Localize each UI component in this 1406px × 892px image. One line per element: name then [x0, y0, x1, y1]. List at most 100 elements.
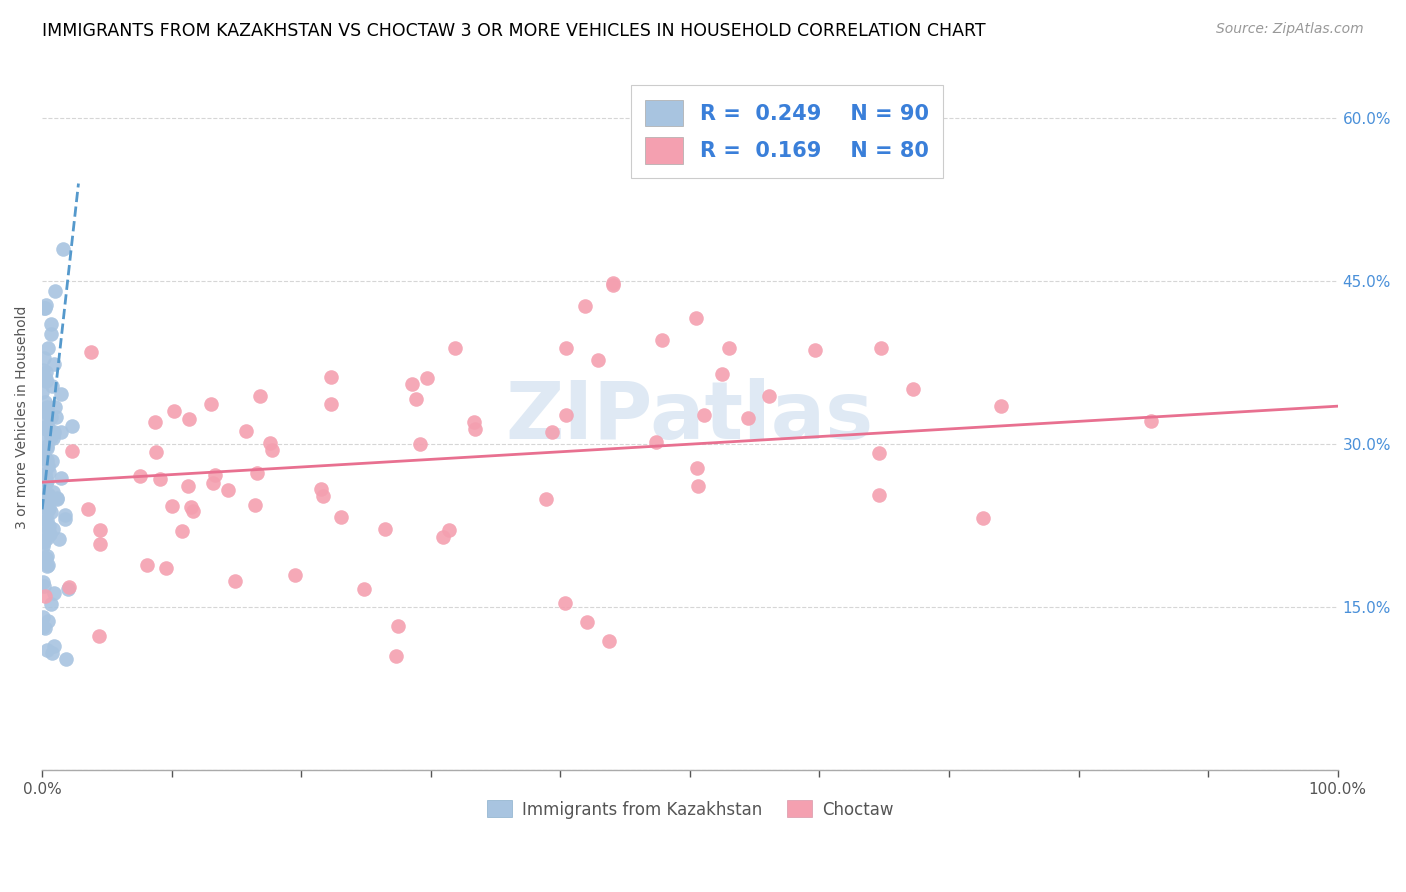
Point	[259, 435, 281, 450]
Point	[284, 567, 307, 582]
Point	[37, 558, 59, 572]
Point	[868, 488, 890, 502]
Point	[89, 524, 111, 538]
Point	[42, 640, 65, 654]
Point	[34, 511, 56, 525]
Point	[588, 353, 610, 368]
Point	[55, 508, 77, 522]
Point	[41, 646, 63, 660]
Point	[34, 467, 56, 482]
Point	[58, 580, 80, 594]
Point	[35, 519, 58, 533]
Point	[32, 535, 55, 549]
Point	[143, 415, 166, 429]
Point	[37, 400, 59, 414]
Point	[224, 574, 246, 589]
Point	[243, 498, 266, 512]
Point	[416, 371, 439, 385]
Point	[374, 522, 396, 536]
Point	[129, 469, 152, 483]
Point	[990, 399, 1012, 413]
Point	[37, 487, 59, 501]
Point	[177, 479, 200, 493]
Point	[55, 652, 77, 666]
Point	[235, 424, 257, 438]
Point	[35, 374, 58, 388]
Point	[41, 379, 63, 393]
Point	[260, 442, 283, 457]
Point	[31, 384, 53, 399]
Point	[972, 511, 994, 525]
Point	[35, 365, 58, 379]
Point	[31, 527, 53, 541]
Point	[49, 387, 72, 401]
Point	[45, 492, 67, 507]
Point	[155, 561, 177, 575]
Point	[35, 404, 58, 418]
Point	[37, 431, 59, 445]
Point	[869, 446, 891, 460]
Point	[217, 483, 239, 498]
Point	[602, 277, 624, 292]
Point	[37, 439, 59, 453]
Point	[32, 610, 55, 624]
Point	[870, 341, 893, 355]
Point	[42, 522, 65, 536]
Point	[32, 362, 55, 376]
Point	[45, 409, 67, 424]
Point	[145, 445, 167, 459]
Point	[409, 437, 432, 451]
Point	[35, 559, 58, 574]
Point	[718, 341, 741, 355]
Point	[76, 502, 98, 516]
Point	[39, 327, 62, 342]
Point	[432, 530, 454, 544]
Point	[575, 615, 598, 629]
Point	[37, 614, 59, 628]
Point	[170, 524, 193, 539]
Point	[312, 489, 335, 503]
Point	[31, 488, 53, 502]
Point	[464, 421, 486, 435]
Point	[200, 397, 222, 411]
Point	[737, 410, 759, 425]
Point	[32, 574, 55, 589]
Legend: Immigrants from Kazakhstan, Choctaw: Immigrants from Kazakhstan, Choctaw	[479, 794, 900, 825]
Point	[204, 467, 226, 482]
Point	[405, 392, 427, 407]
Point	[32, 579, 55, 593]
Point	[39, 505, 62, 519]
Point	[685, 310, 707, 325]
Point	[53, 512, 76, 526]
Point	[44, 400, 66, 414]
Point	[48, 532, 70, 546]
Text: IMMIGRANTS FROM KAZAKHSTAN VS CHOCTAW 3 OR MORE VEHICLES IN HOUSEHOLD CORRELATIO: IMMIGRANTS FROM KAZAKHSTAN VS CHOCTAW 3 …	[42, 22, 986, 40]
Point	[35, 372, 58, 386]
Point	[34, 450, 56, 465]
Point	[38, 519, 60, 533]
Point	[387, 619, 409, 633]
Text: ZIPatlas: ZIPatlas	[506, 378, 875, 456]
Point	[38, 500, 60, 515]
Point	[31, 403, 53, 417]
Point	[37, 459, 59, 474]
Point	[804, 343, 827, 358]
Point	[34, 394, 56, 409]
Point	[60, 444, 83, 458]
Point	[602, 276, 624, 290]
Point	[180, 500, 202, 515]
Point	[136, 558, 159, 573]
Text: Source: ZipAtlas.com: Source: ZipAtlas.com	[1216, 22, 1364, 37]
Point	[183, 504, 205, 518]
Point	[651, 334, 673, 348]
Point	[34, 498, 56, 512]
Point	[319, 396, 342, 410]
Point	[41, 597, 63, 611]
Point	[644, 435, 666, 450]
Point	[60, 418, 83, 433]
Point	[32, 553, 55, 567]
Point	[37, 420, 59, 434]
Point	[31, 539, 53, 553]
Point	[686, 461, 709, 475]
Point	[463, 416, 485, 430]
